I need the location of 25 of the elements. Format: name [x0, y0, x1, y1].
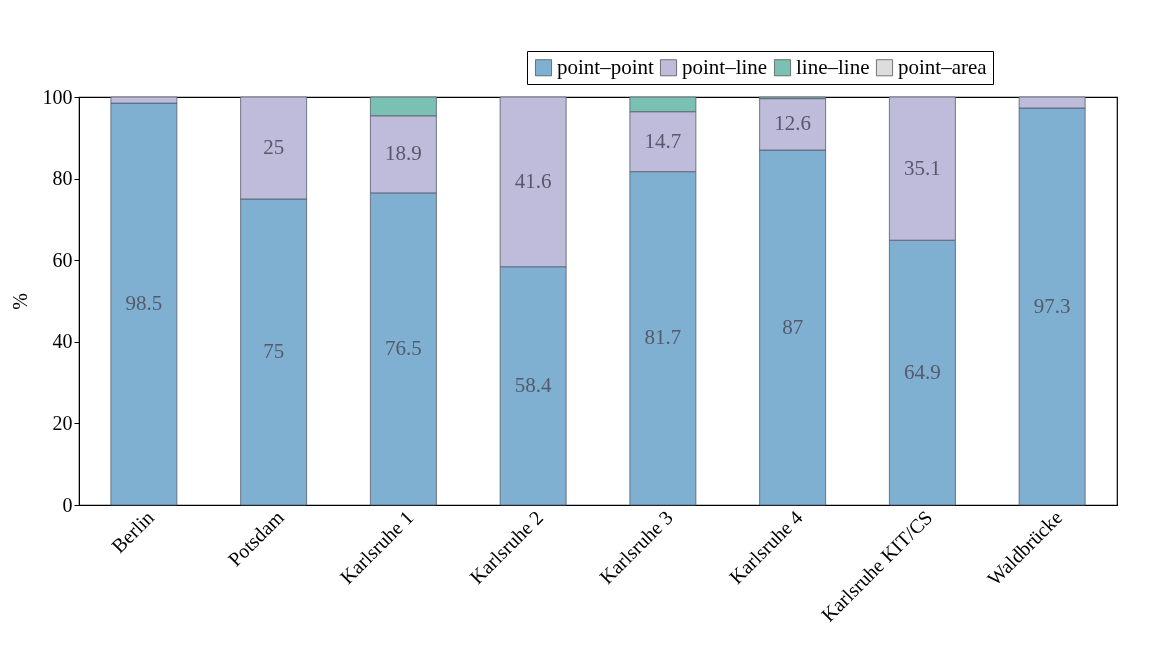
- y-tick-label: 40: [52, 330, 73, 353]
- data-label: 14.7: [644, 128, 682, 153]
- y-tick-label: 80: [52, 167, 73, 190]
- y-tick-label: 60: [52, 248, 73, 271]
- data-label: 18.9: [385, 141, 422, 166]
- legend-label: point–line: [682, 54, 768, 79]
- data-label: 97.3: [1033, 293, 1071, 318]
- data-label: 25: [263, 135, 285, 159]
- legend-label: point–point: [557, 54, 654, 79]
- legend-label: point–area: [898, 54, 988, 79]
- legend-label: line–line: [796, 54, 870, 79]
- y-tick-label: 100: [42, 85, 73, 108]
- data-label: 87: [782, 314, 804, 339]
- y-tick-label: 20: [52, 411, 73, 434]
- data-label: 58.4: [514, 372, 552, 397]
- data-label: 41.6: [514, 168, 552, 193]
- data-label: 76.5: [385, 335, 422, 360]
- data-label: 81.7: [644, 325, 682, 350]
- y-axis-title: %: [8, 293, 31, 310]
- data-label: 35.1: [904, 155, 941, 180]
- y-tick-label: 0: [62, 493, 73, 516]
- data-label: 98.5: [125, 291, 163, 316]
- data-label: 75: [263, 339, 285, 363]
- data-label: 64.9: [904, 359, 941, 384]
- data-label: 12.6: [774, 111, 811, 136]
